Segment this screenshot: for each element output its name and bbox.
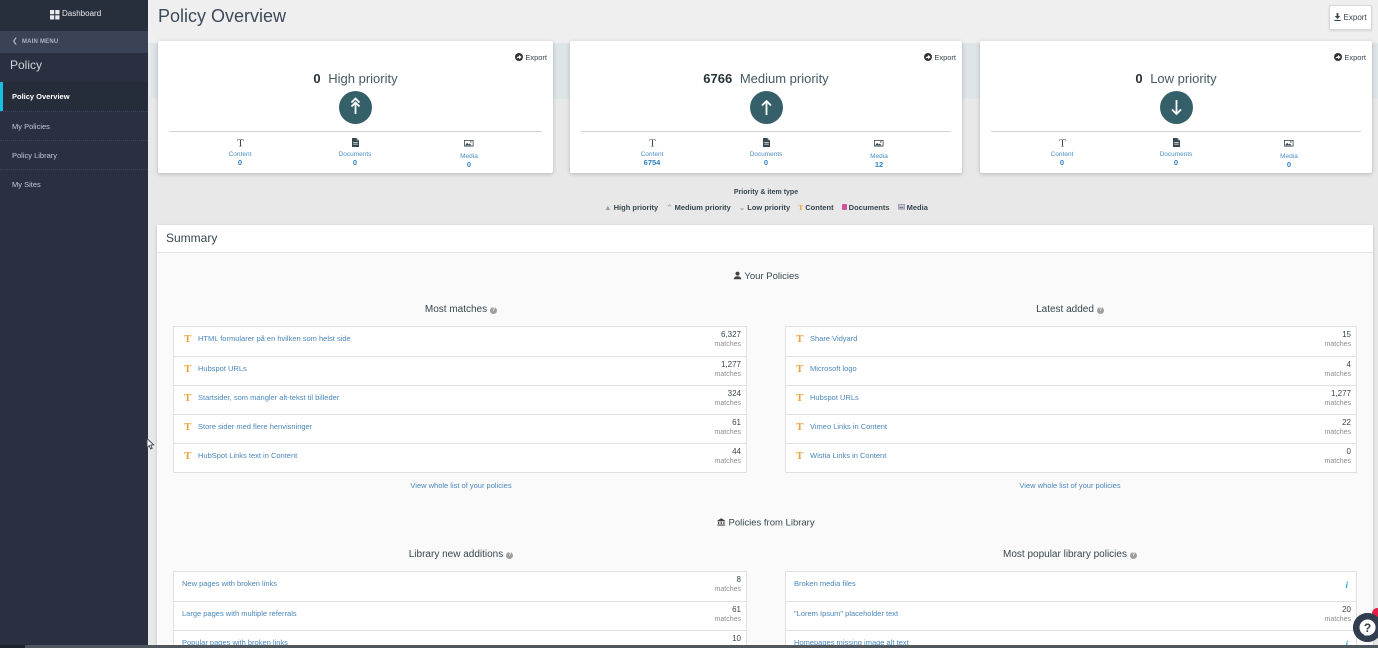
svg-text:T: T [649,138,656,147]
svg-text:T: T [1059,138,1066,147]
svg-text:T: T [237,138,244,147]
svg-text:?: ? [1364,621,1371,635]
